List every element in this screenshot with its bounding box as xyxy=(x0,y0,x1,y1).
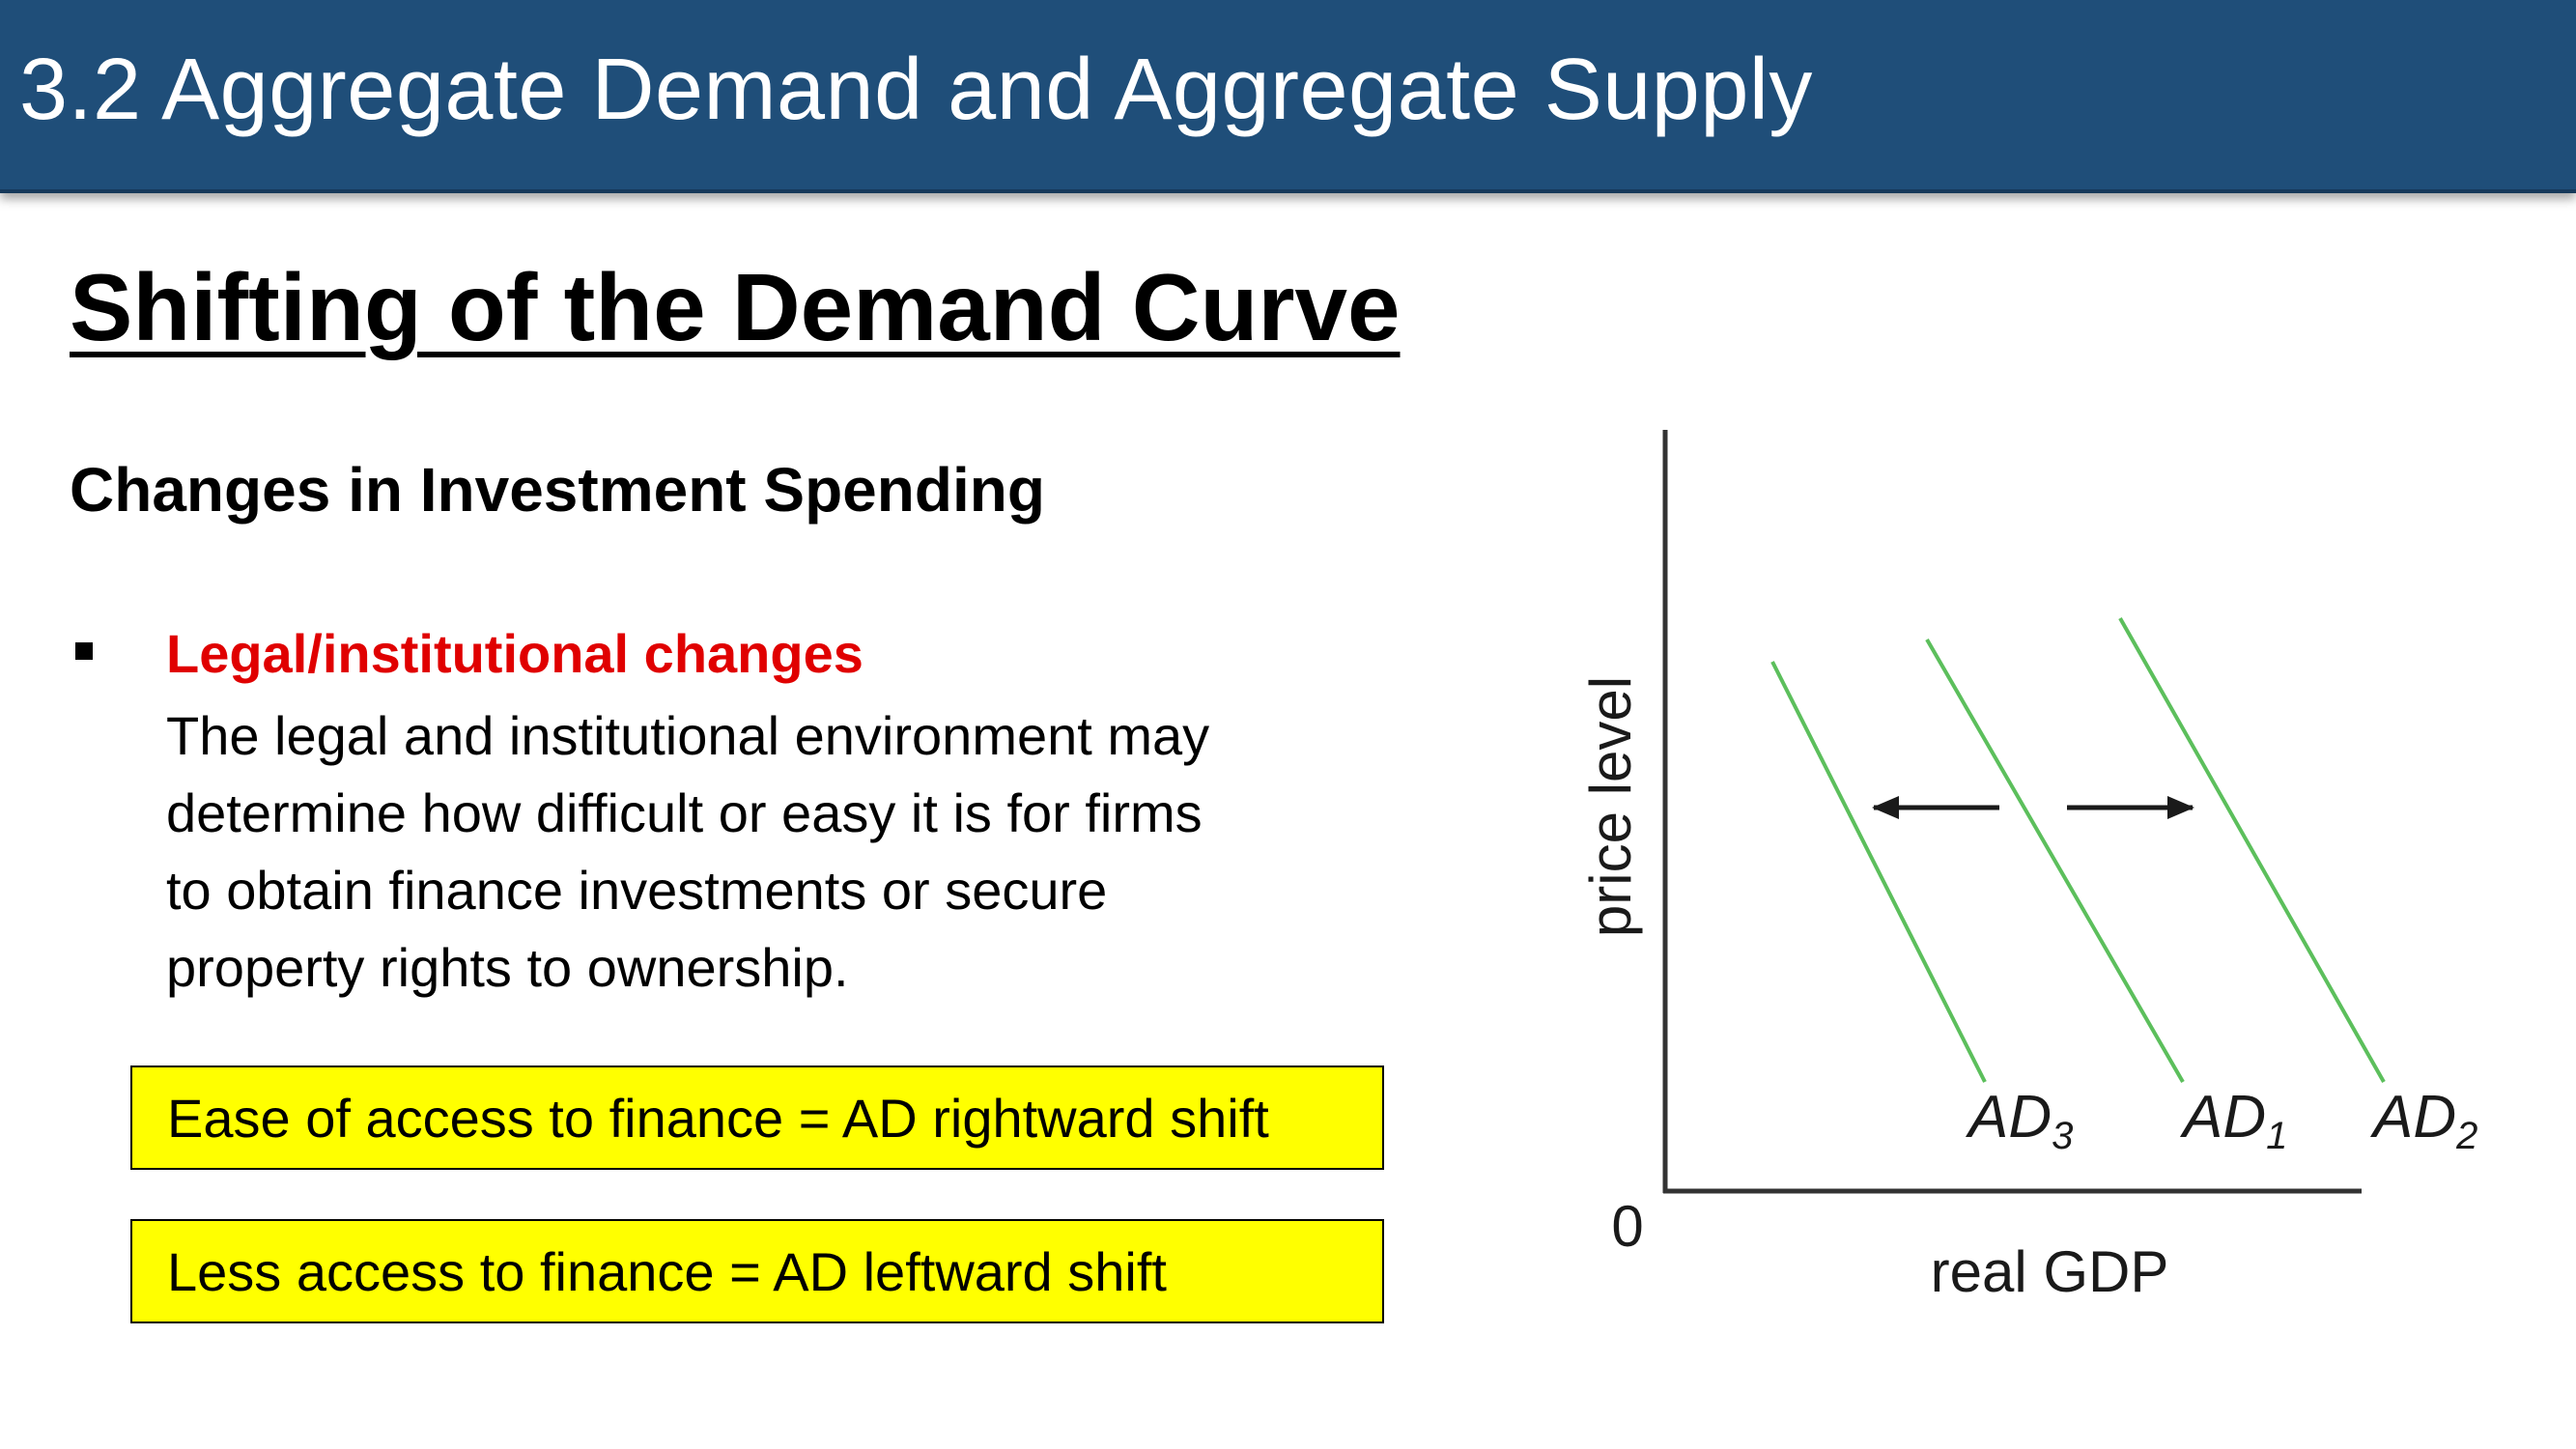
callout-text: Less access to finance = AD leftward shi… xyxy=(167,1241,1167,1302)
ad2-curve xyxy=(2118,617,2386,1083)
ad2-label: AD2 xyxy=(2369,1084,2477,1157)
callout-rightward: Ease of access to finance = AD rightward… xyxy=(130,1065,1384,1170)
x-axis-label: real GDP xyxy=(1931,1239,2169,1304)
bullet-body: The legal and institutional environment … xyxy=(166,697,1422,1007)
ad1-curve xyxy=(1925,638,2185,1084)
origin-label: 0 xyxy=(1611,1194,1643,1259)
ad-diagram-svg: price level real GDP 0 AD3 AD1 AD2 xyxy=(1578,430,2477,1304)
bullet-line: determine how difficult or easy it is fo… xyxy=(166,782,1203,843)
ad3-curve xyxy=(1770,661,1987,1083)
callout-text: Ease of access to finance = AD rightward… xyxy=(167,1088,1269,1149)
bullet-heading: Legal/institutional changes xyxy=(166,623,863,684)
ad3-label: AD3 xyxy=(1965,1084,2073,1157)
ad-shift-diagram: price level real GDP 0 AD3 AD1 AD2 xyxy=(1545,406,2511,1323)
bullet-line: property rights to ownership. xyxy=(166,937,849,998)
right-arrowhead-icon xyxy=(2167,796,2194,819)
slide-subtitle: Changes in Investment Spending xyxy=(70,455,1045,525)
square-bullet-icon xyxy=(75,642,93,660)
header-title: 3.2 Aggregate Demand and Aggregate Suppl… xyxy=(19,42,1813,138)
ad1-label: AD1 xyxy=(2179,1084,2287,1157)
slide-title: Shifting of the Demand Curve xyxy=(70,254,1401,360)
left-arrowhead-icon xyxy=(1872,796,1899,819)
callout-leftward: Less access to finance = AD leftward shi… xyxy=(130,1219,1384,1323)
y-axis-label: price level xyxy=(1578,676,1643,937)
bullet-line: The legal and institutional environment … xyxy=(166,705,1210,766)
header-bar: 3.2 Aggregate Demand and Aggregate Suppl… xyxy=(0,0,2576,193)
bullet-line: to obtain finance investments or secure xyxy=(166,860,1108,921)
